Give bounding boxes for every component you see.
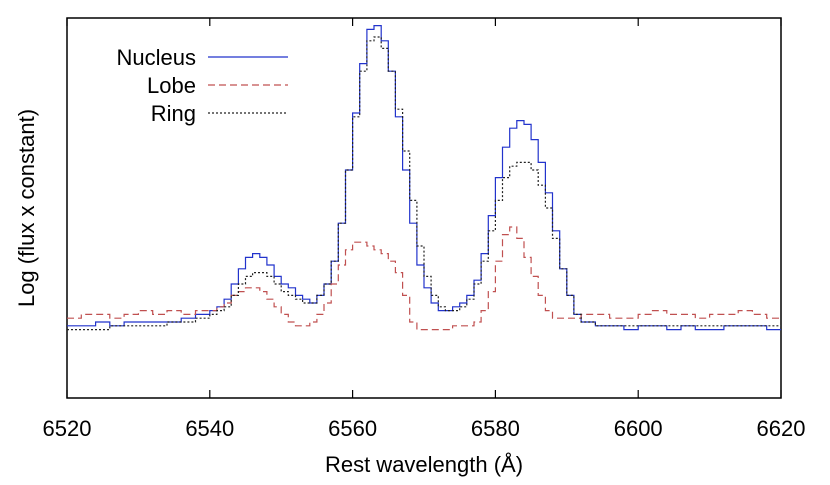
x-tick-label: 6620 <box>757 416 806 441</box>
plot-frame <box>66 17 782 399</box>
series-ring-line <box>67 36 781 331</box>
legend: Nucleus Lobe Ring <box>117 45 288 126</box>
x-tick-label: 6520 <box>43 416 92 441</box>
x-tick-label: 6600 <box>614 416 663 441</box>
x-tick-label: 6560 <box>328 416 377 441</box>
series-layer <box>67 25 781 331</box>
series-lobe-line <box>67 226 781 331</box>
series-nucleus-line <box>67 25 781 331</box>
legend-label-ring: Ring <box>151 101 196 126</box>
x-tick-label: 6580 <box>471 416 520 441</box>
legend-label-lobe: Lobe <box>147 73 196 98</box>
y-axis-title: Log (flux x constant) <box>14 109 39 307</box>
x-axis-title: Rest wavelength (Å) <box>325 452 523 477</box>
axis-ticks: 6520 6540 6560 6580 6600 6620 <box>43 18 806 441</box>
legend-label-nucleus: Nucleus <box>117 45 196 70</box>
x-tick-label: 6540 <box>185 416 234 441</box>
